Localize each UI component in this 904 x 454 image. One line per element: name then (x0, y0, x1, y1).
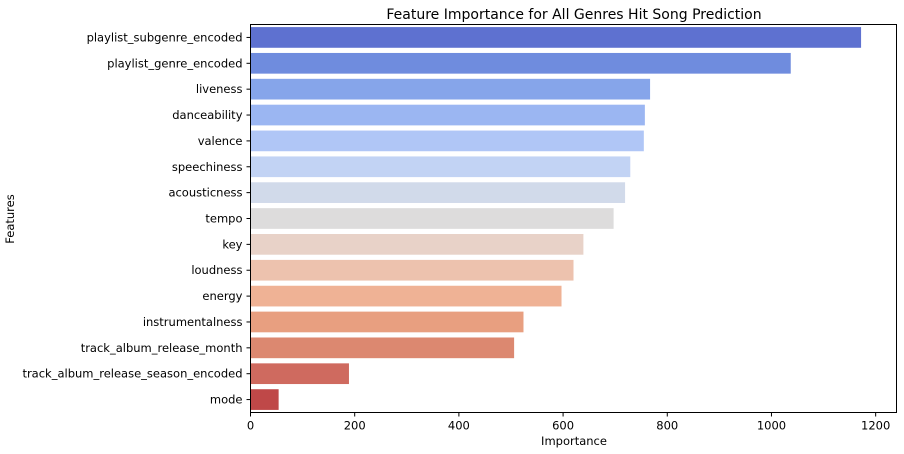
y-tick-label: playlist_subgenre_encoded (87, 30, 243, 44)
y-tick-label: liveness (196, 82, 243, 96)
y-tick-label: key (222, 237, 242, 251)
bar-tempo (250, 208, 614, 229)
bars-layer (250, 27, 862, 410)
bar-playlist_genre_encoded (250, 52, 791, 74)
y-tick-label: loudness (191, 263, 242, 277)
y-tick-label: mode (210, 393, 243, 407)
y-tick-label: valence (198, 134, 243, 148)
y-tick-label: playlist_genre_encoded (107, 56, 242, 70)
bar-danceability (250, 104, 645, 126)
y-axis-label: Features (3, 194, 17, 243)
bar-track_album_release_season_encoded (250, 363, 349, 385)
x-tick-label: 0 (247, 419, 254, 433)
y-tick-label: energy (202, 289, 242, 303)
bar-instrumentalness (250, 311, 524, 333)
x-tick-label: 600 (552, 419, 574, 433)
y-tick-label: track_album_release_season_encoded (22, 367, 242, 381)
chart-title: Feature Importance for All Genres Hit So… (386, 7, 761, 23)
x-tick-label: 400 (448, 419, 470, 433)
x-tick-label: 200 (344, 419, 366, 433)
bar-track_album_release_month (250, 337, 515, 359)
x-axis-label: Importance (541, 434, 607, 448)
bar-energy (250, 285, 562, 307)
x-tick-label: 1000 (757, 419, 786, 433)
bar-playlist_subgenre_encoded (250, 27, 862, 48)
y-tick-label: track_album_release_month (81, 341, 243, 355)
x-axis-ticks: 0 200 400 600 800 1000 1200 (247, 412, 890, 433)
y-tick-label: acousticness (168, 186, 242, 200)
bar-valence (250, 130, 644, 152)
y-tick-label: instrumentalness (143, 315, 243, 329)
bar-key (250, 234, 584, 255)
x-tick-label: 1200 (861, 419, 890, 433)
bar-liveness (250, 78, 651, 100)
x-tick-label: 800 (656, 419, 678, 433)
plot-frame (250, 24, 897, 413)
y-axis-ticks: playlist_subgenre_encoded playlist_genre_… (22, 30, 251, 407)
bar-speechiness (250, 156, 631, 178)
y-tick-label: danceability (172, 108, 242, 122)
bar-loudness (250, 259, 574, 281)
bar-mode (250, 389, 279, 410)
y-tick-label: speechiness (172, 160, 243, 174)
y-tick-label: tempo (205, 212, 242, 226)
bar-acousticness (250, 182, 626, 203)
